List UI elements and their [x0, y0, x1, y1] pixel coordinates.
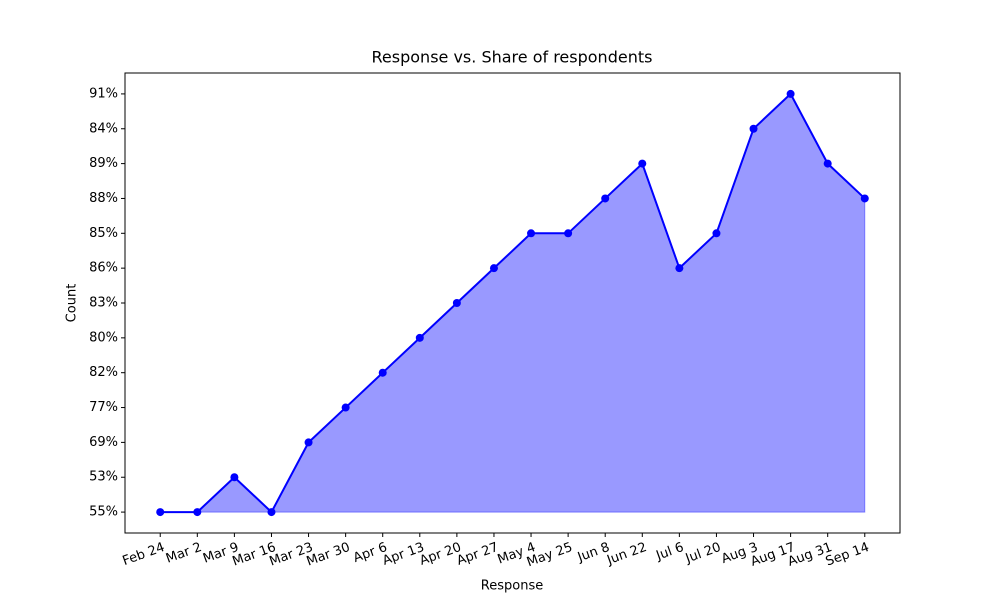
- point: [304, 438, 313, 447]
- point: [341, 403, 350, 412]
- y-axis-label: Count: [65, 284, 80, 323]
- point: [156, 508, 165, 517]
- point: [267, 508, 276, 517]
- y-tick-label: 80%: [89, 330, 118, 345]
- point: [675, 264, 684, 273]
- y-tick-label: 77%: [89, 400, 118, 415]
- point: [452, 299, 461, 307]
- point: [489, 264, 498, 273]
- point: [378, 368, 387, 377]
- point: [527, 229, 536, 238]
- point: [230, 473, 239, 482]
- point: [823, 159, 832, 168]
- point: [786, 89, 795, 98]
- y-tick-label: 84%: [89, 121, 118, 136]
- point: [749, 124, 758, 133]
- y-tick-label: 82%: [89, 365, 118, 380]
- point: [415, 333, 424, 342]
- y-tick-label: 53%: [89, 470, 118, 485]
- x-axis-label: Response: [481, 579, 543, 594]
- chart-title: Response vs. Share of respondents: [372, 48, 653, 67]
- y-tick-label: 86%: [89, 261, 118, 276]
- y-tick-label: 88%: [89, 191, 118, 206]
- y-tick-label: 69%: [89, 435, 118, 450]
- y-tick-label: 89%: [89, 156, 118, 171]
- point: [601, 194, 610, 203]
- point: [860, 194, 869, 203]
- point: [712, 229, 721, 238]
- point: [564, 229, 573, 238]
- point: [638, 159, 647, 168]
- y-tick-label: 55%: [89, 505, 118, 520]
- point: [193, 508, 202, 517]
- axes-frame: [124, 72, 901, 534]
- y-tick-label: 85%: [89, 226, 118, 241]
- y-tick-label: 91%: [89, 86, 118, 101]
- line: [160, 92, 866, 514]
- y-tick-label: 83%: [89, 296, 118, 311]
